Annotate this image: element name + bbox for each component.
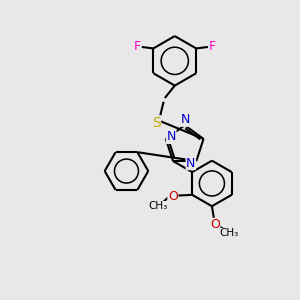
Text: N: N	[181, 113, 190, 126]
Text: N: N	[186, 157, 196, 169]
Text: O: O	[168, 190, 178, 202]
Text: F: F	[209, 40, 216, 53]
Text: N: N	[167, 130, 176, 143]
Text: S: S	[152, 116, 161, 130]
Text: O: O	[210, 218, 220, 231]
Text: F: F	[134, 40, 141, 53]
Text: CH₃: CH₃	[148, 202, 168, 212]
Text: CH₃: CH₃	[219, 229, 238, 238]
